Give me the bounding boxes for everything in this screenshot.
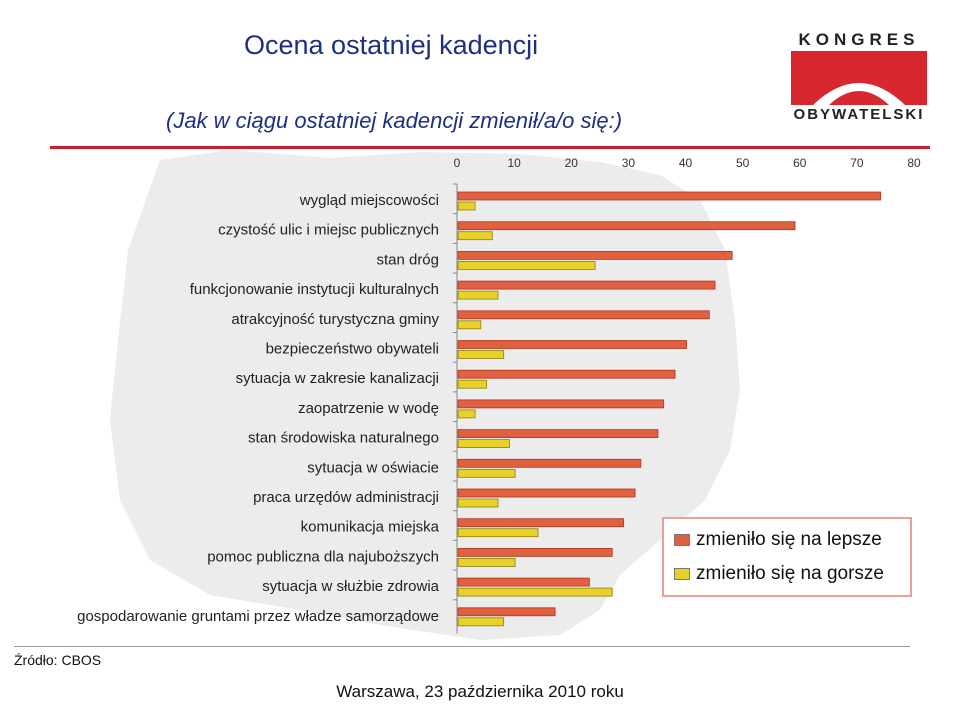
- bar-better: [457, 458, 642, 468]
- bar-better: [457, 369, 676, 379]
- logo-line1: KONGRES: [798, 30, 920, 49]
- legend-item-worse: zmieniło się na gorsze: [674, 559, 884, 589]
- bar-better: [457, 577, 590, 587]
- bar-better: [457, 488, 636, 498]
- bar-better: [457, 280, 716, 290]
- x-tick-label: 40: [679, 156, 693, 170]
- bar-better: [457, 547, 613, 557]
- category-label: praca urzędów administracji: [253, 489, 439, 506]
- category-label: gospodarowanie gruntami przez władze sam…: [77, 608, 439, 625]
- source-note: Źródło: CBOS: [14, 652, 102, 668]
- category-label: czystość ulic i miejsc publicznych: [218, 222, 439, 239]
- category-label: bezpieczeństwo obywateli: [266, 341, 439, 358]
- bar-worse: [457, 261, 596, 270]
- x-tick-label: 70: [850, 156, 864, 170]
- bar-worse: [457, 617, 505, 627]
- bar-better: [457, 518, 625, 528]
- legend-label-better: zmieniło się na lepsze: [696, 529, 882, 550]
- bar-worse: [457, 201, 476, 211]
- bar-worse: [457, 498, 499, 508]
- bar-better: [457, 399, 665, 409]
- title-divider: [50, 146, 930, 149]
- category-label: komunikacja miejska: [301, 519, 440, 536]
- bar-worse: [457, 439, 510, 449]
- page-title: Ocena ostatniej kadencji: [244, 30, 539, 60]
- x-tick-label: 20: [565, 156, 579, 170]
- bar-better: [457, 251, 733, 260]
- bar-worse: [457, 557, 516, 567]
- logo-line2: OBYWATELSKI: [793, 106, 925, 123]
- legend-item-better: zmieniło się na lepsze: [674, 525, 882, 555]
- legend-label-worse: zmieniło się na gorsze: [696, 563, 884, 584]
- bar-better: [457, 340, 687, 349]
- x-tick-label: 60: [793, 156, 807, 170]
- bar-chart: 0 10 20 30 40 50 60 70 80 wygląd miejscowości czys…: [77, 156, 921, 634]
- category-label: stan środowiska naturalnego: [248, 430, 439, 447]
- bar-worse: [457, 587, 613, 597]
- category-label: zaopatrzenie w wodę: [298, 400, 439, 417]
- legend-swatch-worse: [674, 568, 690, 580]
- x-tick-label: 0: [454, 156, 461, 170]
- x-tick-label: 50: [736, 156, 750, 170]
- category-label: funkcjonowanie instytucji kulturalnych: [190, 281, 439, 298]
- bar-worse: [457, 409, 476, 419]
- chart-legend: zmieniło się na lepsze zmieniło się na g…: [662, 517, 912, 597]
- category-label: pomoc publiczna dla najuboższych: [207, 548, 439, 565]
- bar-better: [457, 310, 710, 320]
- category-label: sytuacja w zakresie kanalizacji: [236, 370, 439, 387]
- bar-better: [457, 429, 659, 439]
- bar-worse: [457, 290, 499, 300]
- kongres-logo: KONGRES OBYWATELSKI: [786, 30, 932, 126]
- legend-swatch-better: [674, 534, 690, 546]
- bar-worse: [457, 528, 539, 538]
- bar-better: [457, 221, 796, 231]
- bar-worse: [457, 320, 482, 330]
- x-tick-label: 10: [507, 156, 521, 170]
- page-subtitle: (Jak w ciągu ostatniej kadencji zmienił/…: [166, 108, 623, 133]
- logo-arc-icon: [791, 51, 927, 105]
- bar-worse: [457, 379, 487, 389]
- category-label: sytuacja w oświacie: [307, 459, 439, 476]
- bar-worse: [457, 231, 493, 241]
- bar-better: [457, 607, 556, 617]
- category-label: wygląd miejscowości: [299, 192, 439, 209]
- x-tick-label: 30: [622, 156, 636, 170]
- bar-worse: [457, 468, 516, 478]
- category-label: stan dróg: [376, 251, 439, 268]
- category-label: sytuacja w służbie zdrowia: [262, 578, 439, 595]
- bottom-divider: [14, 646, 910, 647]
- bar-worse: [457, 350, 505, 359]
- footer-text: Warszawa, 23 października 2010 roku: [336, 682, 624, 701]
- x-tick-label: 80: [907, 156, 921, 170]
- category-label: atrakcyjność turystyczna gminy: [231, 311, 439, 328]
- bar-better: [457, 191, 882, 201]
